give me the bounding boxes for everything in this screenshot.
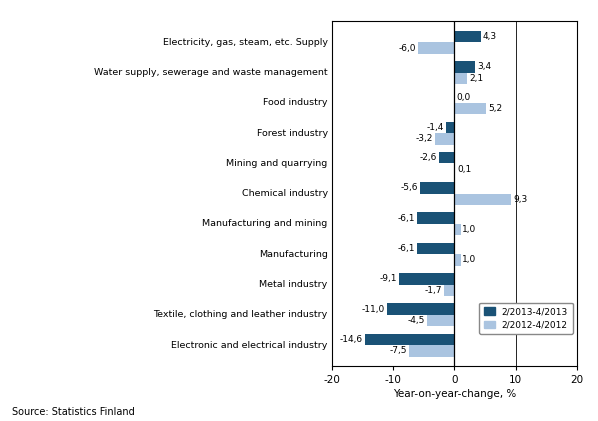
- Bar: [387, 303, 454, 315]
- Text: 0,0: 0,0: [456, 93, 471, 101]
- Bar: [444, 285, 454, 296]
- Legend: 2/2013-4/2013, 2/2012-4/2012: 2/2013-4/2013, 2/2012-4/2012: [479, 303, 572, 334]
- Text: -9,1: -9,1: [379, 274, 397, 283]
- Text: Chemical industry: Chemical industry: [242, 189, 328, 198]
- Bar: [454, 103, 486, 115]
- Text: -1,4: -1,4: [427, 123, 444, 132]
- Bar: [454, 61, 475, 72]
- Text: -11,0: -11,0: [362, 304, 385, 314]
- Text: Forest industry: Forest industry: [257, 128, 328, 138]
- Text: Electronic and electrical industry: Electronic and electrical industry: [172, 341, 328, 349]
- Bar: [446, 122, 454, 133]
- Bar: [417, 243, 454, 254]
- Bar: [438, 152, 454, 163]
- Bar: [420, 182, 454, 194]
- Bar: [454, 31, 481, 42]
- Bar: [399, 273, 454, 285]
- Text: Source: Statistics Finland: Source: Statistics Finland: [12, 407, 135, 417]
- Text: 2,1: 2,1: [469, 74, 483, 83]
- Text: 0,1: 0,1: [457, 165, 471, 173]
- Bar: [435, 133, 454, 144]
- Text: 5,2: 5,2: [488, 104, 502, 113]
- Text: -1,7: -1,7: [425, 286, 443, 295]
- Text: Metal industry: Metal industry: [260, 280, 328, 289]
- Text: -3,2: -3,2: [416, 134, 433, 143]
- Bar: [454, 194, 511, 205]
- Bar: [417, 213, 454, 224]
- Bar: [454, 163, 455, 175]
- Bar: [365, 333, 454, 345]
- Bar: [408, 345, 454, 357]
- Bar: [454, 72, 468, 84]
- Bar: [427, 315, 454, 326]
- Text: -4,5: -4,5: [408, 316, 425, 325]
- Text: Textile, clothing and leather industry: Textile, clothing and leather industry: [154, 310, 328, 319]
- Text: Food industry: Food industry: [263, 99, 328, 107]
- Text: -2,6: -2,6: [419, 153, 437, 162]
- Text: -6,1: -6,1: [398, 214, 415, 223]
- Text: -6,1: -6,1: [398, 244, 415, 253]
- Text: -6,0: -6,0: [398, 43, 416, 53]
- Text: Electricity, gas, steam, etc. Supply: Electricity, gas, steam, etc. Supply: [163, 38, 328, 47]
- Text: Water supply, sewerage and waste management: Water supply, sewerage and waste managem…: [94, 68, 328, 77]
- Bar: [417, 42, 454, 54]
- Text: 1,0: 1,0: [462, 225, 477, 234]
- Text: Mining and quarrying: Mining and quarrying: [227, 159, 328, 168]
- Text: 3,4: 3,4: [477, 62, 492, 71]
- Bar: [454, 224, 460, 235]
- Text: 1,0: 1,0: [462, 256, 477, 264]
- X-axis label: Year-on-year-change, %: Year-on-year-change, %: [393, 389, 516, 400]
- Text: 9,3: 9,3: [513, 195, 527, 204]
- Text: -14,6: -14,6: [340, 335, 363, 344]
- Bar: [454, 254, 460, 266]
- Text: -7,5: -7,5: [389, 346, 407, 355]
- Text: Manufacturing and mining: Manufacturing and mining: [203, 219, 328, 229]
- Text: 4,3: 4,3: [483, 32, 497, 41]
- Text: -5,6: -5,6: [401, 184, 419, 192]
- Text: Manufacturing: Manufacturing: [259, 250, 328, 259]
